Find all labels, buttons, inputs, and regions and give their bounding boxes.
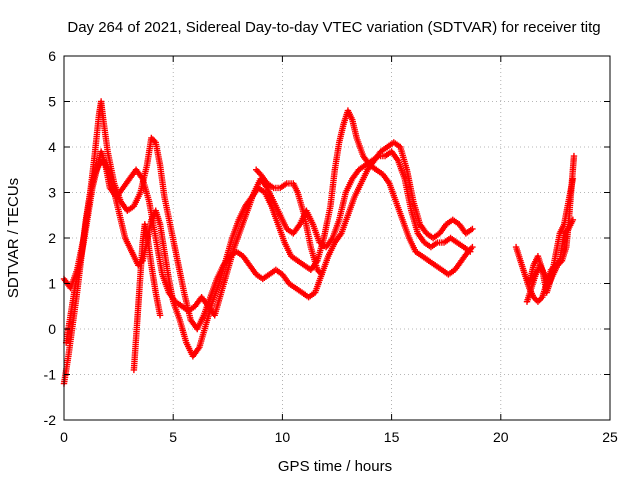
y-tick-label: 2	[48, 230, 56, 246]
y-tick-label: 0	[48, 321, 56, 337]
data-series	[525, 175, 577, 296]
data-point	[467, 248, 474, 255]
x-tick-label: 25	[602, 429, 618, 445]
axis-ticks: 0 5 10 15 20 25 -2 -1 0 1 2 3 4 5 6	[44, 48, 618, 445]
data-point	[570, 152, 578, 160]
y-tick-label: 4	[48, 139, 56, 155]
data-series	[512, 216, 577, 305]
data-point	[156, 312, 164, 319]
data-point	[469, 243, 476, 251]
data-series	[130, 166, 325, 374]
y-axis-label: SDTVAR / TECUs	[5, 178, 22, 298]
chart-title: Day 264 of 2021, Sidereal Day-to-day VTE…	[67, 19, 600, 36]
data-series	[62, 148, 474, 346]
y-tick-label: 1	[48, 276, 56, 292]
x-tick-label: 15	[384, 429, 400, 445]
x-tick-label: 0	[60, 429, 68, 445]
y-tick-label: 3	[48, 185, 56, 201]
y-tick-label: 6	[48, 48, 56, 64]
y-tick-label: -1	[44, 367, 57, 383]
data-point	[569, 216, 577, 223]
data-point	[318, 271, 325, 278]
data-point	[569, 175, 577, 183]
x-axis-label: GPS time / hours	[278, 458, 392, 475]
data-point	[469, 225, 476, 233]
y-tick-label: 5	[48, 94, 56, 110]
data-marks	[60, 98, 578, 387]
x-tick-label: 10	[275, 429, 291, 445]
x-tick-label: 5	[169, 429, 177, 445]
y-tick-label: -2	[44, 412, 57, 428]
data-series	[60, 107, 476, 387]
x-tick-label: 20	[493, 429, 509, 445]
